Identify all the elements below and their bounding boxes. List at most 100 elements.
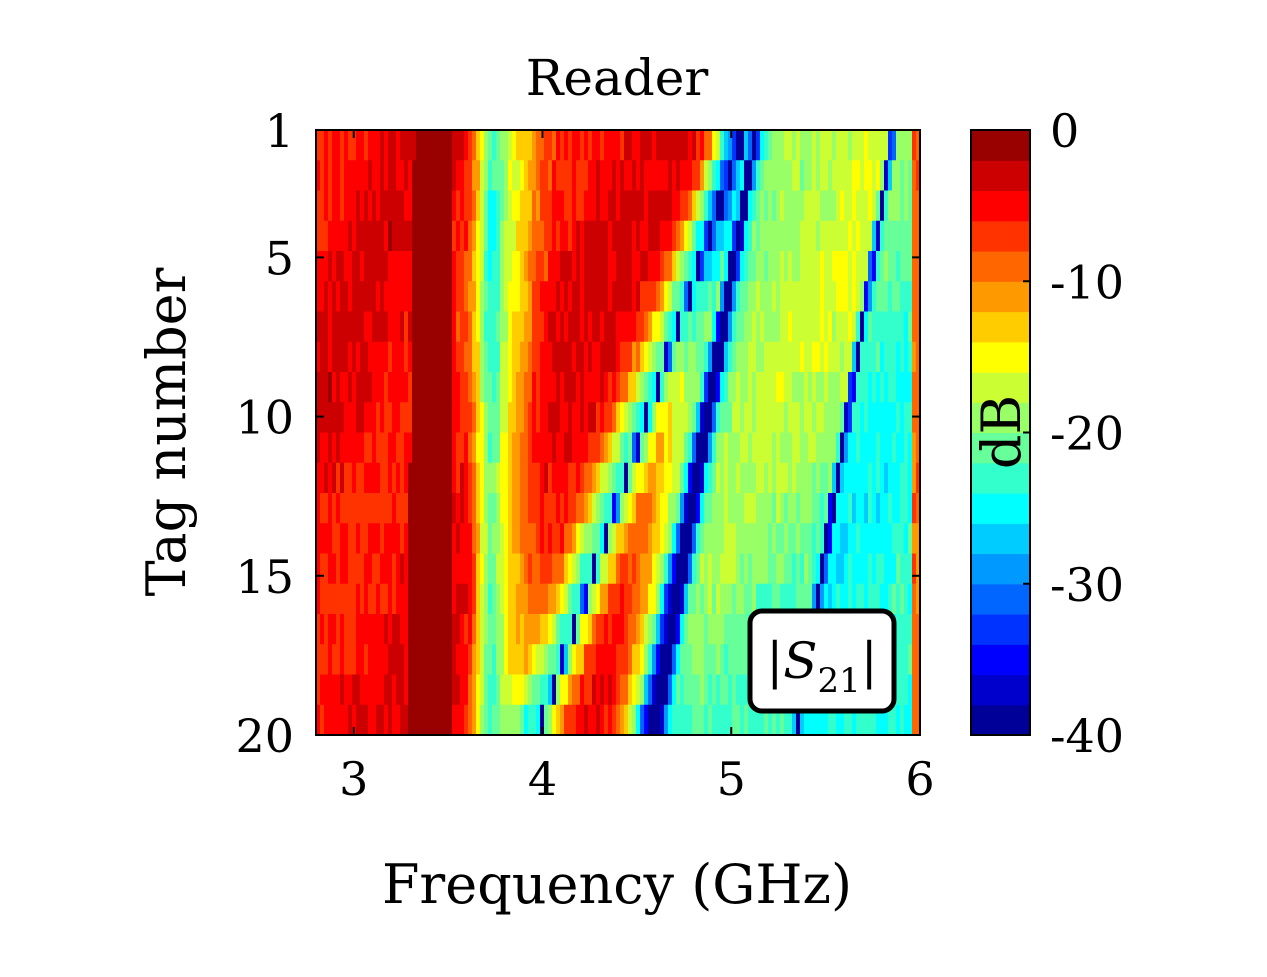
heatmap-cell (648, 674, 653, 706)
heatmap-cell (440, 160, 445, 192)
heatmap-cell (648, 190, 653, 222)
heatmap-cell (804, 311, 809, 343)
heatmap-cell (748, 372, 753, 403)
heatmap-cell (736, 190, 741, 222)
heatmap-cell (876, 372, 881, 403)
heatmap-cell (496, 281, 501, 313)
heatmap-cell (560, 493, 565, 524)
heatmap-cell (612, 614, 617, 645)
heatmap-cell (416, 614, 421, 645)
heatmap-cell (360, 704, 365, 736)
heatmap-cell (340, 432, 345, 464)
heatmap-cell (828, 372, 833, 403)
heatmap-cell (652, 583, 657, 615)
heatmap-cell (564, 704, 569, 736)
heatmap-cell (764, 402, 769, 434)
heatmap-cell (756, 160, 761, 192)
colorbar-swatch (971, 402, 1030, 434)
heatmap-cell (476, 644, 481, 676)
heatmap-cell (548, 190, 553, 222)
heatmap-cell (708, 402, 713, 434)
heatmap-cell (676, 493, 681, 524)
heatmap-cell (588, 160, 593, 192)
heatmap-cells (316, 130, 921, 736)
heatmap-cell (344, 614, 349, 645)
heatmap-cell (464, 432, 469, 464)
heatmap-cell (384, 644, 389, 676)
heatmap-cell (676, 160, 681, 192)
heatmap-cell (716, 281, 721, 313)
heatmap-cell (900, 462, 905, 494)
heatmap-cell (652, 523, 657, 555)
heatmap-cell (612, 311, 617, 343)
heatmap-cell (884, 160, 889, 192)
heatmap-cell (904, 493, 909, 524)
heatmap-cell (568, 402, 573, 434)
heatmap-cell (564, 372, 569, 403)
heatmap-cell (828, 704, 833, 736)
heatmap-cell (652, 130, 657, 161)
heatmap-cell (428, 402, 433, 434)
heatmap-cell (592, 704, 597, 736)
heatmap-cell (708, 251, 713, 282)
heatmap-cell (448, 462, 453, 494)
heatmap-cell (656, 130, 661, 161)
heatmap-cell (556, 402, 561, 434)
heatmap-cell (372, 341, 377, 373)
heatmap-cell (508, 311, 513, 343)
heatmap-cell (556, 251, 561, 282)
heatmap-cell (544, 614, 549, 645)
heatmap-cell (316, 220, 321, 252)
heatmap-cell (808, 190, 813, 222)
heatmap-cell (344, 281, 349, 313)
heatmap-cell (860, 251, 865, 282)
heatmap-cell (864, 160, 869, 192)
heatmap-cell (392, 190, 397, 222)
heatmap-cell (504, 614, 509, 645)
heatmap-cell (456, 614, 461, 645)
heatmap-cell (516, 372, 521, 403)
heatmap-cell (732, 432, 737, 464)
heatmap-cell (864, 130, 869, 161)
heatmap-cell (680, 311, 685, 343)
heatmap-cell (724, 614, 729, 645)
heatmap-cell (600, 160, 605, 192)
heatmap-cell (336, 462, 341, 494)
heatmap-cell (352, 523, 357, 555)
heatmap-cell (516, 674, 521, 706)
heatmap-cell (580, 493, 585, 524)
heatmap-cell (812, 402, 817, 434)
heatmap-cell (484, 341, 489, 373)
heatmap-cell (572, 190, 577, 222)
heatmap-cell (584, 281, 589, 313)
heatmap-cell (344, 311, 349, 343)
heatmap-cell (728, 281, 733, 313)
heatmap-cell (420, 432, 425, 464)
heatmap-cell (516, 220, 521, 252)
heatmap-cell (388, 372, 393, 403)
heatmap-cell (796, 432, 801, 464)
heatmap-cell (424, 130, 429, 161)
heatmap-cell (596, 160, 601, 192)
heatmap-cell (528, 190, 533, 222)
heatmap-cell (556, 341, 561, 373)
heatmap-cell (864, 583, 869, 615)
heatmap-cell (684, 553, 689, 585)
heatmap-cell (488, 160, 493, 192)
heatmap-cell (532, 553, 537, 585)
heatmap-cell (668, 583, 673, 615)
heatmap-cell (628, 341, 633, 373)
heatmap-cell (668, 281, 673, 313)
heatmap-cell (776, 311, 781, 343)
heatmap-cell (336, 553, 341, 585)
heatmap-cell (604, 523, 609, 555)
heatmap-cell (836, 523, 841, 555)
heatmap-cell (632, 644, 637, 676)
heatmap-cell (876, 402, 881, 434)
heatmap-cell (380, 190, 385, 222)
heatmap-cell (888, 160, 893, 192)
heatmap-cell (440, 311, 445, 343)
heatmap-cell (400, 462, 405, 494)
heatmap-cell (596, 614, 601, 645)
